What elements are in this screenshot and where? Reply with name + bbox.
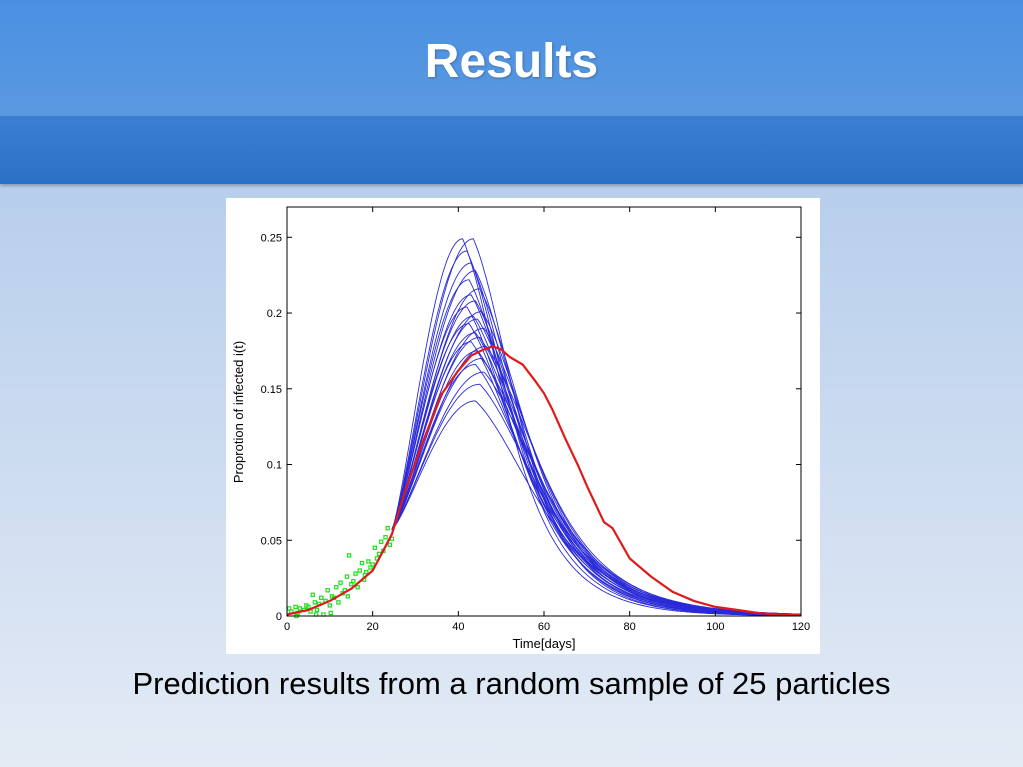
particle-curve-21 bbox=[391, 358, 801, 615]
observed-point bbox=[325, 588, 330, 593]
mean-prediction-line bbox=[286, 345, 802, 617]
x-tick-label: 60 bbox=[538, 621, 550, 633]
header-banner bbox=[0, 0, 1023, 116]
observed-point bbox=[370, 562, 375, 567]
header-band bbox=[0, 116, 1023, 184]
observed-point bbox=[372, 545, 378, 551]
chart-figure: 0 20 40 60 80 100 120 0 0.05 0.1 0.15 0.2 0.25 Time[… bbox=[226, 198, 820, 654]
particle-curve-18 bbox=[391, 341, 802, 616]
y-tick-label: 0.1 bbox=[267, 460, 282, 472]
axes: 0 20 40 60 80 100 120 0 0.05 0.1 0.15 0.2 0.25 bbox=[261, 206, 810, 633]
observed-point bbox=[328, 610, 333, 616]
observed-point bbox=[306, 604, 311, 610]
observed-point bbox=[357, 568, 363, 573]
observed-point bbox=[327, 603, 333, 608]
y-tick-label: 0.15 bbox=[261, 384, 282, 396]
x-axis-label: Time[days] bbox=[512, 636, 575, 651]
slide-title: Results bbox=[424, 35, 599, 88]
y-tick-label: 0.25 bbox=[261, 232, 282, 244]
particle-curve-16 bbox=[391, 332, 802, 616]
observed-point bbox=[355, 585, 360, 590]
x-tick-label: 120 bbox=[792, 621, 810, 633]
observed-point bbox=[379, 539, 384, 544]
x-tick-label: 40 bbox=[452, 621, 464, 633]
observed-point bbox=[387, 542, 392, 548]
observed-point bbox=[353, 571, 358, 576]
observed-point bbox=[297, 606, 303, 611]
observed-point bbox=[312, 600, 318, 605]
observed-points bbox=[286, 525, 395, 619]
x-tick-label: 0 bbox=[284, 621, 290, 633]
observed-point bbox=[310, 592, 315, 597]
particle-curve-14 bbox=[391, 323, 802, 616]
x-tick-label: 100 bbox=[706, 621, 724, 633]
observed-point bbox=[346, 553, 352, 558]
particle-curve-22 bbox=[391, 364, 802, 615]
observed-point bbox=[385, 525, 390, 531]
y-tick-label: 0.2 bbox=[267, 308, 282, 320]
observed-point bbox=[336, 600, 341, 605]
plot-frame bbox=[286, 206, 802, 617]
observed-point bbox=[334, 585, 339, 590]
x-tick-label: 20 bbox=[367, 621, 379, 633]
observed-point bbox=[345, 594, 351, 599]
observed-point bbox=[338, 580, 343, 585]
observed-point bbox=[293, 604, 298, 610]
observed-point bbox=[383, 535, 388, 540]
epidemic-prediction-chart: 0 20 40 60 80 100 120 0 0.05 0.1 0.15 0.2 0.25 Time[… bbox=[231, 206, 810, 651]
figure-caption: Prediction results from a random sample … bbox=[132, 666, 891, 701]
mean-prediction bbox=[286, 345, 802, 617]
particle-curves bbox=[391, 238, 802, 617]
y-axis-label: Proprotion of infected i(t) bbox=[231, 341, 246, 483]
x-tick-label: 80 bbox=[624, 621, 636, 633]
observed-point bbox=[366, 559, 371, 564]
observed-point bbox=[344, 574, 350, 579]
particle-curve-25 bbox=[391, 400, 802, 615]
y-tick-label: 0.05 bbox=[261, 535, 282, 547]
observed-point bbox=[314, 607, 320, 613]
y-tick-label: 0 bbox=[276, 611, 282, 623]
particle-curve-10 bbox=[391, 306, 801, 616]
observed-point bbox=[351, 578, 356, 584]
observed-point bbox=[359, 560, 365, 566]
observed-point bbox=[319, 595, 324, 601]
